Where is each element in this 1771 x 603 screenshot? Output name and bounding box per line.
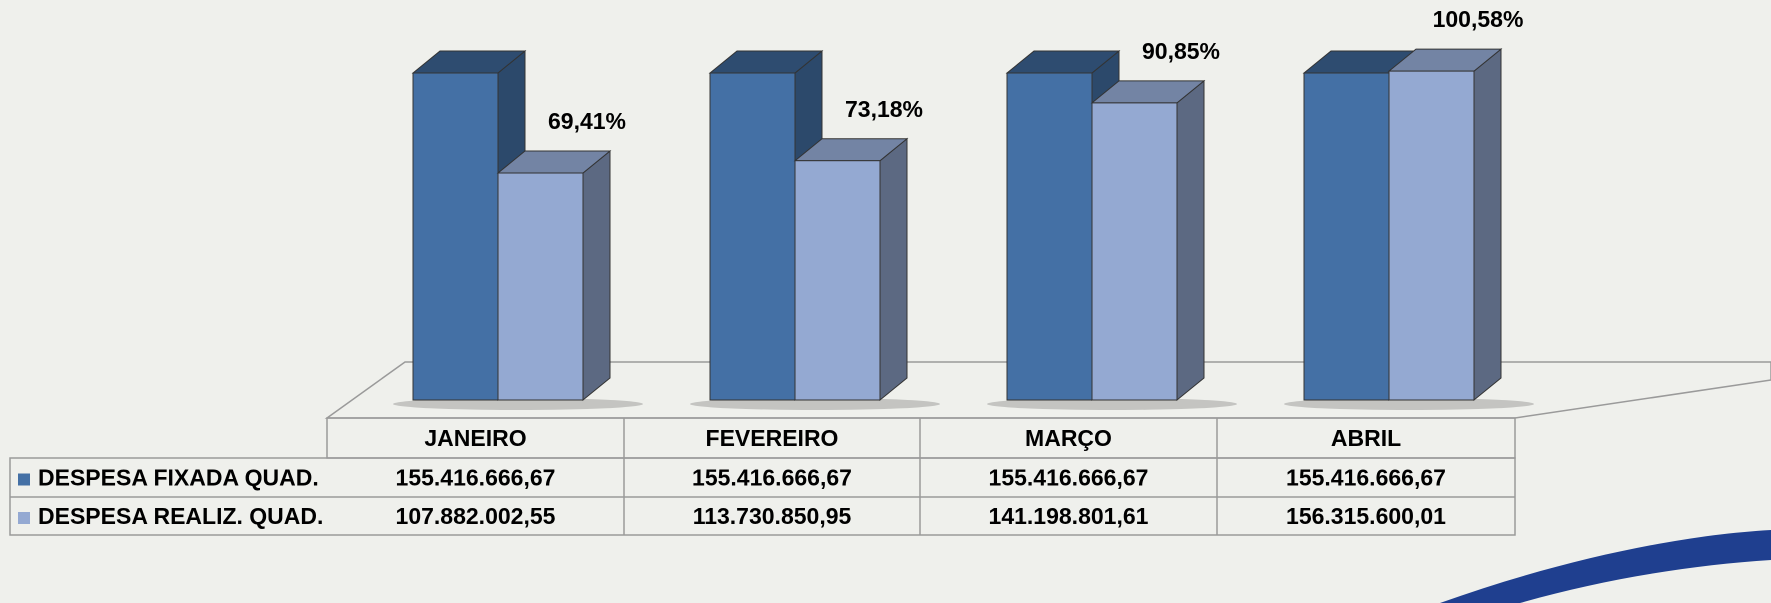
bar-front [1388,70,1475,401]
category-label: JANEIRO [424,425,526,451]
legend-swatch [18,512,30,524]
legend-label: DESPESA REALIZ. QUAD. [38,503,323,529]
bar-side [879,137,908,402]
bar-shadow [987,398,1237,410]
value-label: 156.315.600,01 [1286,503,1446,529]
bar-front [1303,72,1390,401]
category-label: MARÇO [1025,425,1112,451]
bar [1387,48,1503,402]
bar-front [794,160,881,401]
bars: 69,41% 73,18% 90,85% 100,58% [393,6,1534,410]
value-label: 141.198.801,61 [989,503,1149,529]
percent-label: 100,58% [1433,6,1524,32]
bar [1090,79,1206,402]
data-table: JANEIRO FEVEREIRO MARÇO ABRIL DESPESA FIXADA… [9,417,1516,536]
bar-shadow [1284,398,1534,410]
category-label: FEVEREIRO [706,425,839,451]
bar-front [1006,72,1093,401]
value-label: 155.416.666,67 [989,465,1149,491]
bar [793,137,909,402]
value-label: 155.416.666,67 [692,465,852,491]
percent-label: 69,41% [548,108,626,134]
decoration [1440,530,1771,603]
bar-side [582,149,611,402]
legend-swatch [18,473,30,486]
bar-side [1473,48,1502,402]
bar-front [1091,102,1178,401]
value-label: 107.882.002,55 [396,503,556,529]
percent-label: 90,85% [1142,38,1220,64]
value-label: 155.416.666,67 [396,465,556,491]
bar [496,149,612,402]
bar-front [412,72,499,401]
bar [708,49,824,402]
value-label: 155.416.666,67 [1286,465,1446,491]
legend-label: DESPESA FIXADA QUAD. [38,465,319,491]
bar-front [709,72,796,401]
category-label: ABRIL [1331,425,1401,451]
bar-shadow [393,398,643,410]
percent-label: 73,18% [845,96,923,122]
bar-shadow [690,398,940,410]
value-label: 113.730.850,95 [693,503,852,529]
bar-front [497,172,584,401]
bar-side [1176,79,1205,402]
